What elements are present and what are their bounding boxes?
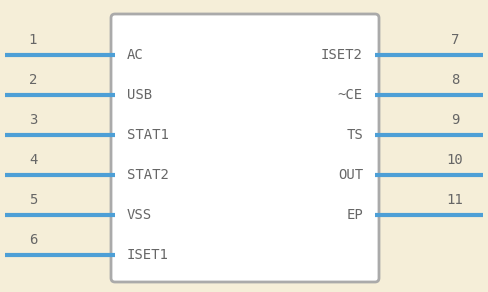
Text: 3: 3 <box>29 113 37 127</box>
Text: ISET1: ISET1 <box>127 248 169 262</box>
Text: 7: 7 <box>451 33 459 47</box>
Text: STAT1: STAT1 <box>127 128 169 142</box>
Text: 6: 6 <box>29 233 37 247</box>
Text: AC: AC <box>127 48 144 62</box>
Text: 11: 11 <box>447 193 464 207</box>
Text: VSS: VSS <box>127 208 152 222</box>
Text: 8: 8 <box>451 73 459 87</box>
Text: ~CE: ~CE <box>338 88 363 102</box>
Text: 10: 10 <box>447 153 464 167</box>
Text: EP: EP <box>346 208 363 222</box>
Text: 1: 1 <box>29 33 37 47</box>
Text: ISET2: ISET2 <box>321 48 363 62</box>
Text: OUT: OUT <box>338 168 363 182</box>
Text: 9: 9 <box>451 113 459 127</box>
Text: STAT2: STAT2 <box>127 168 169 182</box>
Text: 2: 2 <box>29 73 37 87</box>
Text: TS: TS <box>346 128 363 142</box>
Text: USB: USB <box>127 88 152 102</box>
FancyBboxPatch shape <box>111 14 379 282</box>
Text: 5: 5 <box>29 193 37 207</box>
Text: 4: 4 <box>29 153 37 167</box>
